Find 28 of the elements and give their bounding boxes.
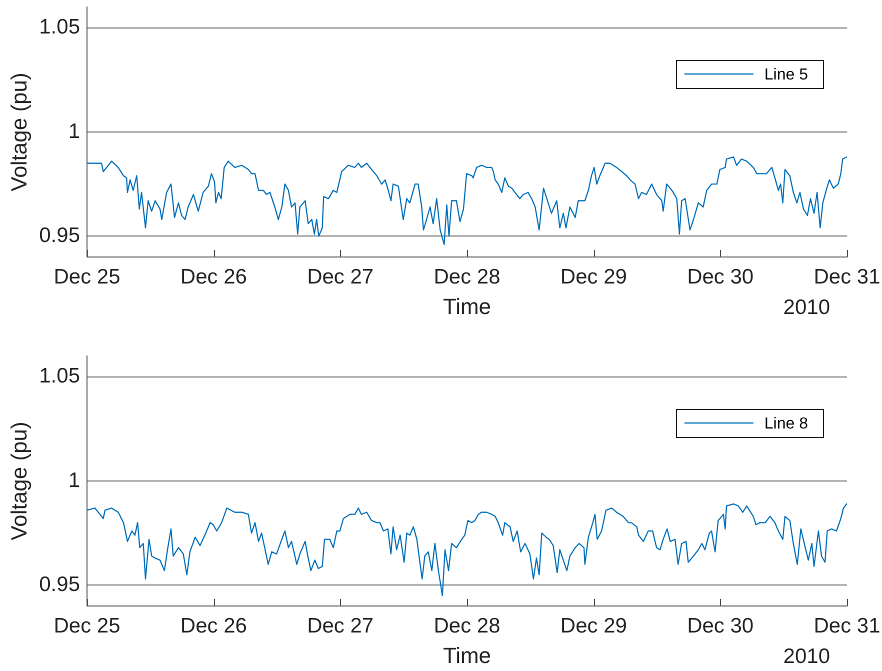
- x-tick-label: Dec 31: [814, 265, 880, 288]
- text: 2010: [783, 296, 830, 319]
- x-tick-label: Dec 26: [180, 265, 247, 288]
- x-tick-label: Dec 27: [307, 265, 374, 288]
- y-tick-label: 1.05: [39, 364, 80, 388]
- legend-label: Line 5: [764, 66, 808, 84]
- y-axis-title: Voltage (pu): [6, 72, 32, 192]
- x-tick-label: Dec 25: [54, 265, 120, 288]
- legend-label: Line 8: [764, 415, 808, 432]
- y-tick-label: 0.95: [39, 572, 80, 596]
- y-tick-label: 1: [68, 468, 80, 492]
- x-tick-label: Dec 29: [560, 265, 627, 288]
- x-tick-label: Dec 28: [434, 265, 500, 288]
- x-tick-label: Dec 26: [180, 614, 247, 638]
- y-axis-title: Voltage (pu): [6, 422, 32, 540]
- x-tick-label: Dec 25: [54, 614, 120, 638]
- x-axis-title: Time: [442, 642, 492, 668]
- x-tick-label: Dec 30: [687, 614, 754, 638]
- y-tick-label: 1.05: [39, 16, 80, 39]
- x-tick-label: Dec 27: [307, 614, 374, 638]
- x-tick-label: Dec 29: [560, 614, 627, 638]
- x-tick-label: Dec 31: [814, 614, 880, 638]
- x-tick-label: Dec 30: [687, 265, 754, 288]
- text: 2010: [783, 644, 830, 668]
- x-axis-title: Time: [442, 294, 492, 319]
- y-tick-label: 1: [68, 120, 80, 143]
- y-tick-label: 0.95: [39, 224, 80, 247]
- x-tick-label: Dec 28: [434, 614, 500, 638]
